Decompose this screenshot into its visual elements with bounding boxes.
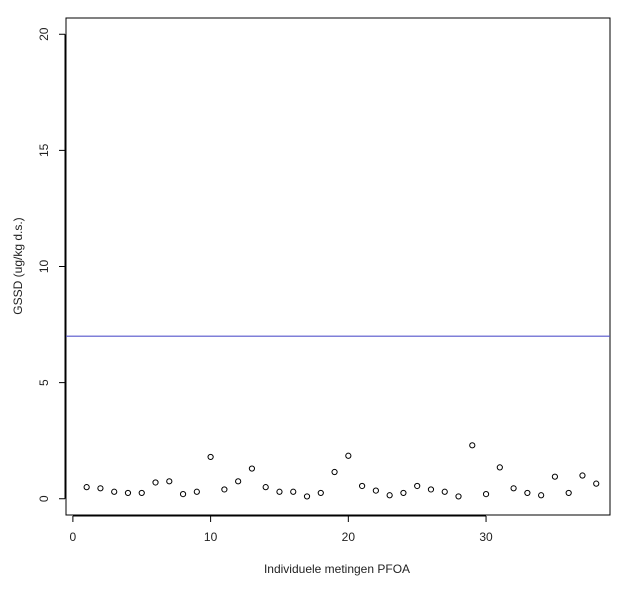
y-tick-label: 15 — [37, 143, 51, 157]
data-point — [415, 483, 420, 488]
data-point — [291, 489, 296, 494]
data-point — [153, 480, 158, 485]
data-point — [497, 465, 502, 470]
data-point — [580, 473, 585, 478]
y-axis-title: GSSD (ug/kg d.s.) — [11, 217, 25, 314]
y-tick-label: 5 — [37, 379, 51, 386]
y-tick-label: 20 — [37, 27, 51, 41]
data-point — [98, 486, 103, 491]
data-points — [84, 443, 599, 499]
x-tick-label: 0 — [70, 530, 77, 544]
x-axis-title: Individuele metingen PFOA — [264, 562, 410, 576]
data-point — [511, 486, 516, 491]
data-point — [249, 466, 254, 471]
data-point — [442, 489, 447, 494]
data-point — [401, 490, 406, 495]
data-point — [428, 487, 433, 492]
data-point — [346, 453, 351, 458]
y-tick-label: 10 — [37, 260, 51, 274]
data-point — [566, 490, 571, 495]
x-axis: 0 10 20 30 — [70, 516, 494, 544]
data-point — [373, 488, 378, 493]
data-point — [139, 490, 144, 495]
x-tick-label: 10 — [204, 530, 218, 544]
data-point — [84, 485, 89, 490]
data-point — [277, 489, 282, 494]
data-point — [318, 490, 323, 495]
data-point — [332, 469, 337, 474]
x-tick-label: 20 — [342, 530, 356, 544]
data-point — [263, 485, 268, 490]
data-point — [483, 491, 488, 496]
data-point — [539, 493, 544, 498]
plot-frame — [66, 18, 610, 515]
y-tick-label: 0 — [37, 495, 51, 502]
data-point — [525, 490, 530, 495]
data-point — [470, 443, 475, 448]
data-point — [236, 479, 241, 484]
data-point — [208, 454, 213, 459]
data-point — [125, 490, 130, 495]
data-point — [167, 479, 172, 484]
data-point — [112, 489, 117, 494]
data-point — [594, 481, 599, 486]
data-point — [194, 489, 199, 494]
data-point — [304, 494, 309, 499]
data-point — [360, 483, 365, 488]
data-point — [222, 487, 227, 492]
data-point — [456, 494, 461, 499]
data-point — [552, 474, 557, 479]
data-point — [387, 493, 392, 498]
y-axis: 0 5 10 15 20 — [37, 27, 65, 502]
data-point — [180, 491, 185, 496]
x-tick-label: 30 — [479, 530, 493, 544]
